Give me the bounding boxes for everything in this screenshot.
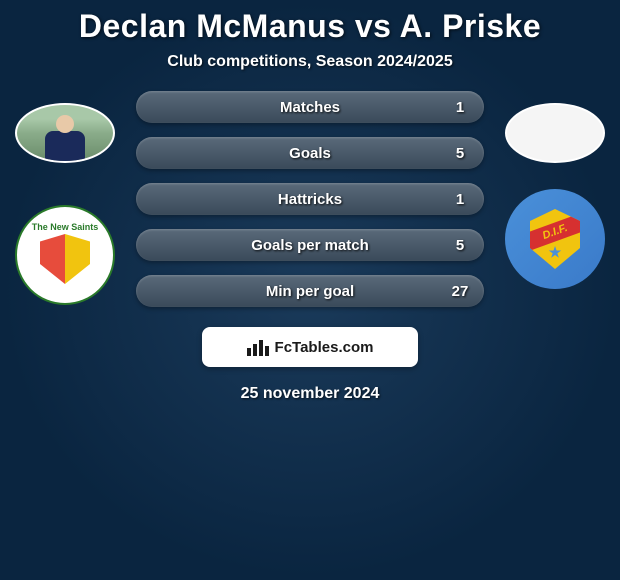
right-club-badge: D.I.F. ★ (505, 189, 605, 289)
stat-bar-hattricks: Hattricks 1 (136, 183, 484, 215)
stat-label: Min per goal (184, 283, 436, 300)
left-club-shield-icon (40, 234, 90, 284)
right-player-avatar (505, 103, 605, 163)
stat-bar-goals: Goals 5 (136, 137, 484, 169)
left-club-inner: The New Saints (30, 220, 100, 290)
left-club-badge: The New Saints (15, 205, 115, 305)
left-player-avatar (15, 103, 115, 163)
date-label: 25 november 2024 (241, 385, 380, 403)
stat-right-value: 5 (436, 145, 484, 162)
right-club-inner: D.I.F. ★ (525, 209, 585, 269)
left-player-column: The New Saints (0, 91, 130, 305)
bar-chart-icon (247, 338, 269, 356)
stats-column: Matches 1 Goals 5 Hattricks 1 Goals per … (130, 91, 490, 307)
infographic-container: Declan McManus vs A. Priske Club competi… (0, 0, 620, 580)
stat-bar-goals-per-match: Goals per match 5 (136, 229, 484, 261)
avatar-head-shape (56, 115, 74, 133)
stat-right-value: 27 (436, 283, 484, 300)
stat-label: Hattricks (184, 191, 436, 208)
content-row: The New Saints Matches 1 Goals 5 Hattric… (0, 91, 620, 307)
page-title: Declan McManus vs A. Priske (79, 8, 541, 45)
left-club-name: The New Saints (32, 222, 99, 232)
stat-right-value: 1 (436, 191, 484, 208)
stat-label: Matches (184, 99, 436, 116)
star-icon: ★ (549, 244, 562, 261)
stat-right-value: 1 (436, 99, 484, 116)
stat-label: Goals per match (184, 237, 436, 254)
page-subtitle: Club competitions, Season 2024/2025 (167, 53, 452, 71)
stat-bar-matches: Matches 1 (136, 91, 484, 123)
avatar-body-shape (45, 131, 85, 161)
right-club-shield-icon: D.I.F. ★ (530, 209, 580, 269)
stat-right-value: 5 (436, 237, 484, 254)
stat-bar-min-per-goal: Min per goal 27 (136, 275, 484, 307)
watermark-text: FcTables.com (275, 339, 374, 356)
right-player-column: D.I.F. ★ (490, 91, 620, 289)
stat-label: Goals (184, 145, 436, 162)
fctables-watermark-link[interactable]: FcTables.com (202, 327, 418, 367)
